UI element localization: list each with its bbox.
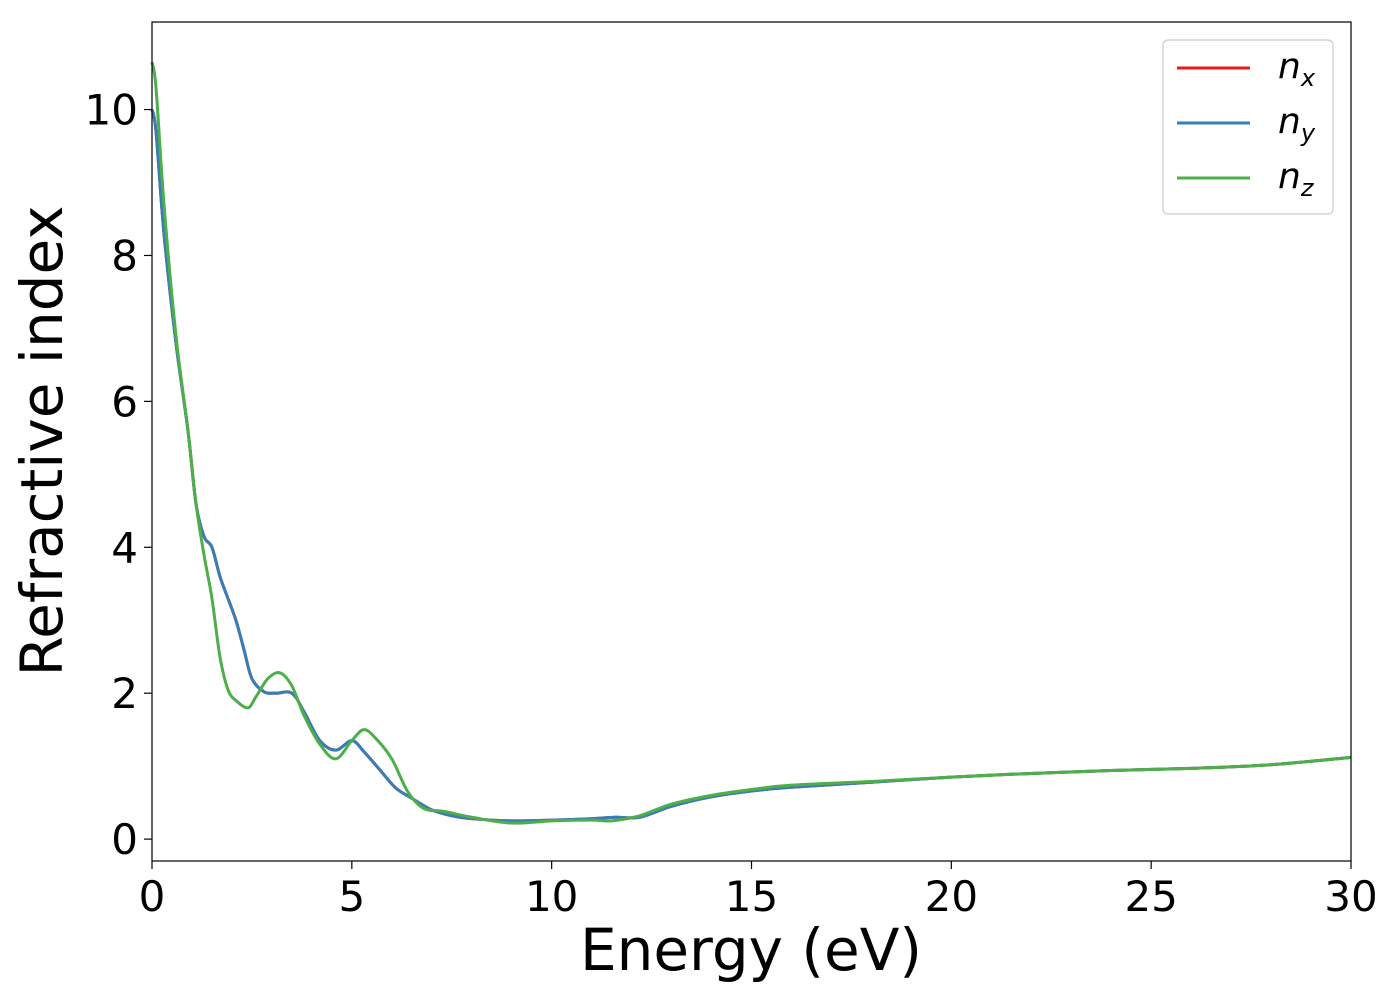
x-tick-label: 20 [925,872,978,921]
legend-label-nz: nz [1278,156,1315,202]
y-tick-label: 4 [111,523,138,572]
y-axis: 0 2 4 6 8 10 [85,86,152,864]
x-tick-label: 0 [139,872,166,921]
y-tick-label: 6 [111,377,138,426]
x-tick-label: 30 [1324,872,1377,921]
legend-label-nx: nx [1278,46,1316,92]
legend: nx ny nz [1162,39,1334,215]
plot-lines [150,61,1352,825]
legend-label-ny: ny [1278,101,1316,147]
x-axis: 0 5 10 15 20 25 30 [139,861,1378,921]
x-tick-label: 5 [338,872,365,921]
y-tick-label: 10 [85,86,138,135]
y-tick-label: 2 [111,669,138,718]
x-tick-label: 15 [725,872,778,921]
y-tick-label: 0 [111,815,138,864]
series-line-nz [150,61,1352,825]
y-axis-title: Refractive index [8,205,76,676]
x-axis-title: Energy (eV) [580,916,922,984]
series-line-nx [150,109,1352,823]
x-tick-label: 25 [1124,872,1177,921]
series-line-ny [150,109,1352,823]
y-tick-label: 8 [111,231,138,280]
x-tick-label: 10 [525,872,578,921]
legend-frame [1162,39,1334,215]
